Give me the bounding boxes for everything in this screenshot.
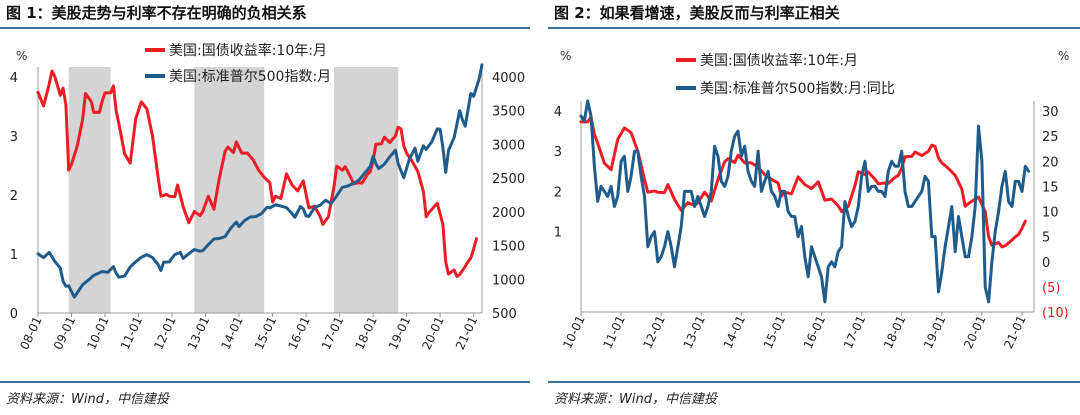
y-right-tick-label: 15 [1042,180,1059,195]
y-right-tick-label: 1500 [492,240,525,255]
x-tick-label: 21-01 [453,314,480,352]
x-tick-label: 15-01 [252,314,279,352]
x-tick-label: 08-01 [17,314,44,352]
series-line-red [36,69,478,278]
shaded-period [194,67,265,313]
y-right-tick-label: 3500 [492,105,525,120]
right-unit-label: % [1058,49,1069,63]
title-rule [0,27,530,29]
y-right-tick-label: 2000 [492,206,525,221]
x-tick-label: 20-01 [961,313,988,351]
x-tick-label: 13-01 [681,313,708,351]
x-tick-label: 10-01 [560,313,587,351]
y-right-tick-label: 20 [1042,155,1059,170]
y-right-tick-label: 3000 [492,138,525,153]
source-rule [0,381,530,383]
y-left-tick-label: 1 [554,226,562,241]
x-tick-label: 16-01 [285,314,312,352]
x-tick-label: 15-01 [761,313,788,351]
chart-1-svg: % 0 1 2 3 4 500 1000 1500 2000 2500 3000 3500 4000 08-… [10,42,525,352]
x-tick-label: 16-01 [801,313,828,351]
x-tick-label: 21-01 [1001,313,1028,351]
chart-panel-1: 图 1：美股走势与利率不存在明确的负相关系 % 0 1 2 3 4 500 1000 1500 2… [0,0,530,415]
x-tick-label: 10-01 [84,314,111,352]
title-rule [548,27,1080,29]
y-left-tick-label: 3 [10,130,18,145]
x-tick-label: 14-01 [218,314,245,352]
legend-label: 美国:标准普尔500指数:月:同比 [700,81,895,97]
legend-label: 美国:标准普尔500指数:月 [169,69,331,85]
y-right-tick-label: 5 [1042,231,1050,246]
y-left-tick-label: 4 [10,71,18,86]
y-right-tick-label: 1000 [492,273,525,288]
y-right-tick-label: 10 [1042,206,1059,221]
x-tick-label: 18-01 [352,314,379,352]
x-tick-label: 19-01 [386,314,413,352]
x-tick-label: 09-01 [51,314,78,352]
y-left-tick-label: 4 [554,105,562,120]
x-tick-label: 19-01 [921,313,948,351]
y-right-tick-label: 0 [1042,256,1050,271]
x-tick-label: 12-01 [151,314,178,352]
source-note: 资料来源：Wind，中信建投 [6,392,169,407]
y-right-tick-label: (5) [1042,281,1060,296]
shaded-period [334,67,399,313]
chart-title: 图 1：美股走势与利率不存在明确的负相关系 [6,4,307,22]
x-tick-label: 12-01 [640,313,667,351]
series-line-blue [579,99,1031,304]
y-right-tick-label: 25 [1042,130,1059,145]
legend-label: 美国:国债收益率:10年:月 [700,52,858,69]
chart-panel-2: 图 2：如果看增速，美股反而与利率正相关 %% 1 2 3 4 (10) (5) 0 5 10 15… [548,0,1080,415]
x-tick-label: 17-01 [319,314,346,352]
source-note: 资料来源：Wind，中信建投 [554,392,717,407]
source-rule [548,381,1080,383]
y-right-tick-label: 30 [1042,105,1059,120]
series-line-red [579,115,1027,249]
x-tick-label: 11-01 [118,314,145,352]
y-right-tick-label: 4000 [492,71,525,86]
y-left-tick-label: 2 [10,189,18,204]
series-line-blue [36,63,484,299]
x-tick-label: 14-01 [721,313,748,351]
y-right-tick-label: 2500 [492,172,525,187]
x-tick-label: 11-01 [600,313,627,351]
legend-label: 美国:国债收益率:10年:月 [169,42,327,59]
x-tick-label: 18-01 [881,313,908,351]
x-tick-label: 13-01 [185,314,212,352]
chart-title: 图 2：如果看增速，美股反而与利率正相关 [554,4,840,22]
x-tick-label: 20-01 [419,314,446,352]
y-left-tick-label: 0 [10,307,18,322]
left-unit-label: % [16,49,27,63]
left-unit-label: % [560,49,571,63]
y-right-tick-label: 500 [492,307,517,322]
x-tick-label: 17-01 [841,313,868,351]
y-left-tick-label: 2 [554,185,562,200]
y-left-tick-label: 1 [10,248,18,263]
y-left-tick-label: 3 [554,145,562,160]
chart-2-svg: % % 1 2 3 4 (10) (5) 0 5 10 15 20 25 30 10-01 11-01 12-01… [554,49,1070,351]
shaded-period [68,67,111,313]
y-right-tick-label: (10) [1042,306,1069,321]
